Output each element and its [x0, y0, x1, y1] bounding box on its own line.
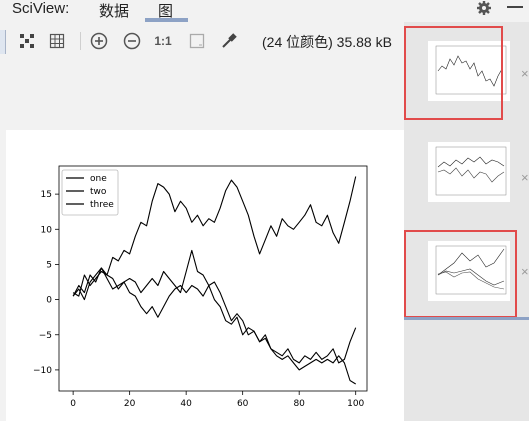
y-tick-label: 0 — [46, 296, 52, 306]
plot-thumbnail-3[interactable]: × — [404, 228, 529, 323]
image-info-text: (24 位颜色) 35.88 kB — [262, 34, 392, 50]
thumbnail-highlight-1 — [404, 26, 503, 120]
minimize-icon[interactable] — [507, 6, 523, 8]
close-icon[interactable]: × — [521, 170, 529, 185]
x-tick-label: 60 — [237, 399, 249, 409]
x-tick-label: 100 — [347, 399, 364, 409]
x-tick-label: 40 — [180, 399, 192, 409]
thumbnail-image-2 — [428, 142, 510, 202]
sciview-tab-bar: SciView: 数据 图 — [0, 0, 529, 22]
grid-icon[interactable] — [46, 30, 68, 52]
plot-canvas: 15 10 5 0 −5 −10 0 20 40 60 80 100 one two three — [6, 130, 404, 421]
series-line-three — [72, 270, 356, 385]
fit-icon[interactable] — [16, 30, 38, 52]
legend: one two three — [61, 169, 119, 216]
y-tick-label: 5 — [46, 260, 52, 270]
x-tick-label: 20 — [124, 399, 136, 409]
close-icon[interactable]: × — [521, 66, 529, 81]
tab-data[interactable]: 数据 — [99, 3, 130, 20]
toolbar-separator — [80, 32, 81, 50]
y-tick-label: 15 — [41, 190, 52, 200]
plot-thumbnail-1[interactable]: × — [404, 22, 529, 120]
legend-label-one: one — [90, 174, 107, 184]
image-toolbar: 1:1 (24 位颜色) 35.88 kB — [0, 28, 404, 56]
thumbnail-highlight-3 — [404, 230, 517, 318]
thumbnail-image-1 — [428, 41, 510, 101]
thumbnail-image-3 — [428, 241, 510, 301]
legend-label-three: three — [90, 200, 114, 210]
y-tick-label: −5 — [39, 331, 52, 341]
sciview-label: SciView: — [12, 0, 70, 17]
legend-label-two: two — [90, 187, 107, 197]
y-tick-label: 10 — [41, 225, 53, 235]
panel-edge — [0, 30, 6, 54]
zoom-out-icon[interactable] — [121, 30, 143, 52]
close-icon[interactable]: × — [521, 264, 529, 279]
y-tick-label: −10 — [33, 366, 52, 376]
series-line-two — [72, 249, 357, 364]
gear-icon[interactable] — [475, 0, 493, 16]
plot-frame — [58, 165, 368, 392]
x-tick-label: 0 — [70, 399, 76, 409]
eyedropper-icon[interactable] — [218, 30, 240, 52]
active-tab-indicator — [145, 18, 188, 22]
selected-thumbnail-indicator — [404, 317, 529, 320]
actual-size-button[interactable]: 1:1 — [154, 34, 172, 48]
tab-plots[interactable]: 图 — [158, 3, 174, 20]
plot-thumbnail-2[interactable]: × — [404, 120, 529, 228]
plots-thumbnail-panel: × × × — [404, 22, 529, 421]
x-tick-label: 80 — [293, 399, 305, 409]
frame-icon[interactable] — [186, 30, 208, 52]
zoom-in-icon[interactable] — [88, 30, 110, 52]
series-line-one — [72, 176, 357, 297]
line-chart: 15 10 5 0 −5 −10 0 20 40 60 80 100 one two three — [33, 165, 368, 409]
